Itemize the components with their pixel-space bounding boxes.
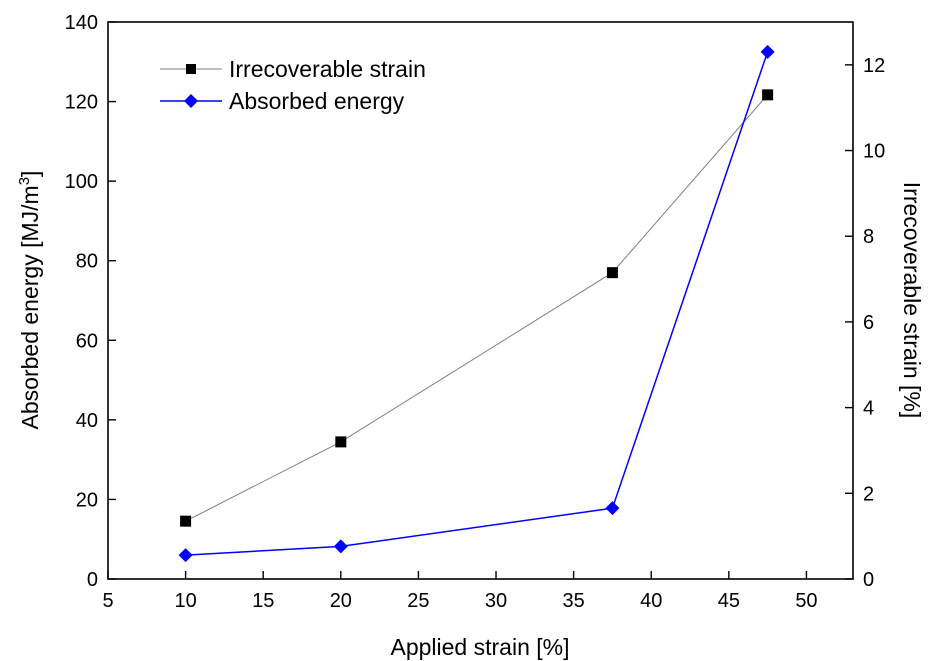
- point-absorbed-energy: [760, 44, 775, 59]
- x-axis: 5 10 15 20 25 30 35 40 45 50: [102, 571, 818, 612]
- left-y-tick-label: 100: [65, 171, 98, 193]
- left-y-tick-label: 80: [76, 251, 98, 273]
- x-tick-label: 35: [563, 590, 585, 612]
- x-tick-label: 5: [102, 590, 113, 612]
- x-axis-title: Applied strain [%]: [391, 634, 570, 660]
- legend-marker-absorbed-energy: [184, 94, 198, 108]
- x-tick-label: 50: [795, 590, 817, 612]
- right-y-axis: 0 2 4 6 8 10 12: [845, 55, 885, 591]
- left-y-tick-label: 0: [87, 569, 98, 591]
- legend-item-irrecoverable-strain: Irrecoverable strain: [160, 56, 426, 82]
- x-tick-label: 15: [252, 590, 274, 612]
- right-y-tick-label: 6: [863, 312, 874, 334]
- series-layer: [178, 44, 775, 563]
- right-y-tick-label: 12: [863, 55, 885, 77]
- legend-item-absorbed-energy: Absorbed energy: [160, 88, 405, 114]
- point-absorbed-energy: [333, 539, 348, 554]
- point-irrecoverable-strain: [606, 267, 618, 279]
- right-y-tick-label: 8: [863, 226, 874, 248]
- x-tick-label: 10: [174, 590, 196, 612]
- x-tick-label: 20: [330, 590, 352, 612]
- legend-label-irrecoverable-strain: Irrecoverable strain: [229, 56, 426, 82]
- right-y-tick-label: 10: [863, 141, 885, 163]
- left-y-axis: 0 20 40 60 80 100 120 140: [65, 12, 116, 591]
- legend-label-absorbed-energy: Absorbed energy: [229, 88, 405, 114]
- left-y-axis-title: Absorbed energy [MJ/m3]: [16, 171, 43, 430]
- series-line-irrecoverable-strain: [185, 94, 768, 522]
- legend-marker-irrecoverable-strain: [186, 64, 196, 74]
- right-y-tick-label: 0: [863, 569, 874, 591]
- left-y-tick-label: 20: [76, 489, 98, 511]
- right-y-axis-title: Irrecoverable strain [%]: [899, 182, 925, 418]
- x-tick-label: 45: [718, 590, 740, 612]
- point-irrecoverable-strain: [180, 515, 192, 527]
- point-irrecoverable-strain: [335, 436, 347, 448]
- x-tick-label: 25: [407, 590, 429, 612]
- point-absorbed-energy: [178, 548, 193, 563]
- plot-frame: [107, 21, 854, 580]
- left-y-tick-label: 60: [76, 330, 98, 352]
- point-irrecoverable-strain: [762, 89, 774, 101]
- left-y-tick-label: 40: [76, 410, 98, 432]
- x-tick-label: 40: [640, 590, 662, 612]
- left-y-tick-label: 120: [65, 92, 98, 114]
- left-y-tick-label: 140: [65, 12, 98, 34]
- right-y-tick-label: 4: [863, 398, 874, 420]
- point-absorbed-energy: [605, 501, 620, 516]
- legend: Irrecoverable strain Absorbed energy: [160, 56, 426, 114]
- series-line-absorbed-energy: [185, 51, 769, 556]
- right-y-tick-label: 2: [863, 483, 874, 505]
- x-tick-label: 30: [485, 590, 507, 612]
